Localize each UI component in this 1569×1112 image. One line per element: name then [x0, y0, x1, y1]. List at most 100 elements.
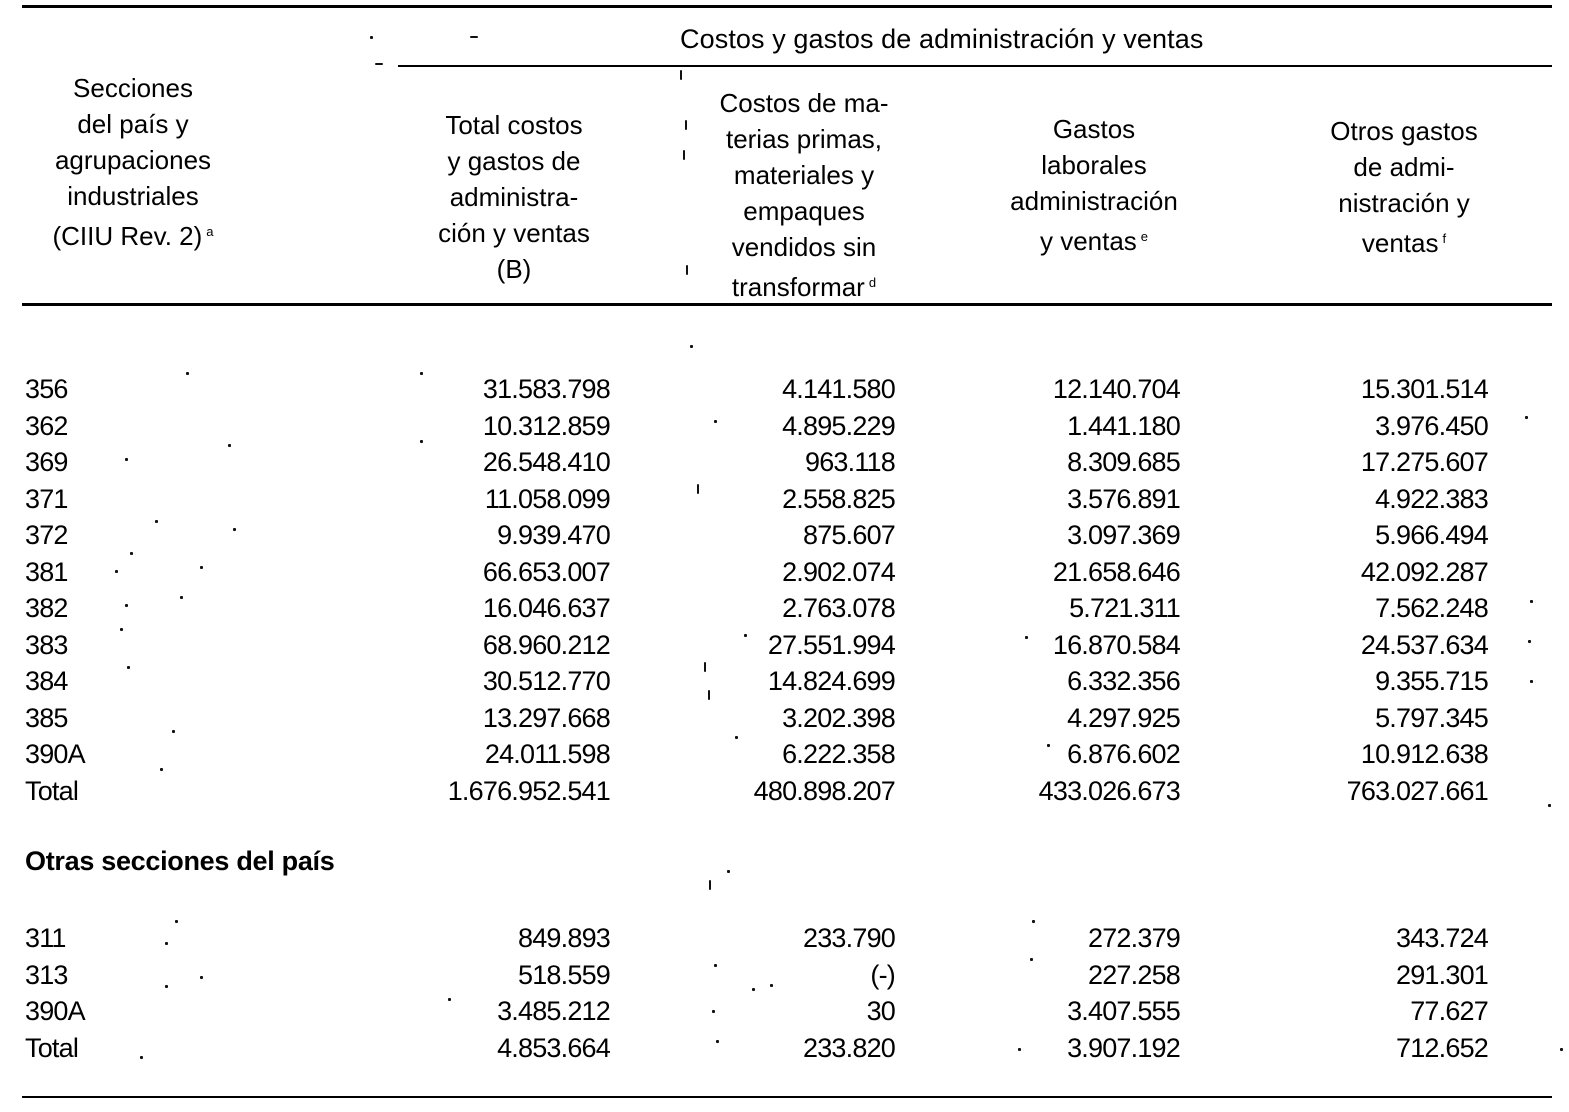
scan-speck [420, 372, 423, 375]
cell-total: 66.653.007 [482, 556, 611, 587]
cell-otros: 343.724 [1396, 923, 1489, 953]
table-row: 362 10.312.859 4.895.229 1.441.180 3.976.450 [0, 408, 1569, 444]
cell-total: 13.297.668 [482, 702, 611, 733]
cell-laborales: 3.407.555 [1067, 996, 1181, 1026]
header-line-text: Secciones [73, 73, 193, 103]
header-line: del país y [20, 106, 246, 142]
header-line: y gastos de [400, 143, 628, 179]
cell-laborales: 433.026.673 [1038, 775, 1181, 806]
table-total-row: Total 4.853.664 233.820 3.907.192 712.652 [0, 1030, 1569, 1066]
header-line: y ventas e [980, 219, 1208, 259]
column-group-title: Costos y gastos de administración y vent… [680, 24, 1204, 54]
row-code: 372 [25, 520, 68, 550]
table-row: 384 30.512.770 14.824.699 6.332.356 9.355.71… [0, 663, 1569, 699]
header-line-text: administra- [449, 182, 579, 212]
header-line-text: ción y ventas [438, 218, 590, 248]
header-line-text: y ventas [1039, 226, 1137, 256]
scan-speck [370, 36, 373, 39]
scan-speck [200, 976, 203, 979]
table-bottom-rule [22, 1096, 1552, 1098]
cell-materias: 963.118 [805, 447, 896, 477]
section-title-otras: Otras secciones del país [25, 846, 335, 876]
header-line-text: administración [1010, 186, 1178, 216]
table-row: 382 16.046.637 2.763.078 5.721.311 7.562.248 [0, 590, 1569, 626]
row-code: 356 [25, 374, 68, 404]
scan-speck [708, 690, 710, 700]
cell-laborales: 3.097.369 [1067, 520, 1181, 550]
scan-speck [680, 70, 682, 80]
cell-laborales: 8.309.685 [1067, 447, 1181, 477]
scan-speck [683, 150, 685, 160]
header-line-text: transformar [731, 272, 865, 302]
scan-speck [716, 1040, 719, 1043]
scan-speck [1548, 804, 1551, 807]
cell-total: 4.853.664 [497, 1032, 611, 1063]
scan-speck [685, 120, 687, 130]
cell-materias: (-) [870, 959, 895, 990]
scan-speck [420, 440, 423, 443]
row-code: 385 [25, 702, 68, 733]
header-line: agrupaciones [20, 142, 246, 178]
scan-speck [127, 666, 130, 669]
header-line-text: Gastos [1052, 114, 1136, 144]
cell-total: 26.548.410 [482, 447, 611, 477]
header-line-text: industriales [67, 181, 199, 211]
scan-speck [375, 63, 383, 65]
scan-speck [712, 1010, 715, 1013]
cell-otros: 5.966.494 [1375, 520, 1489, 550]
cell-laborales: 272.379 [1088, 923, 1181, 953]
header-line: Total costos [400, 107, 628, 143]
scan-speck [130, 552, 133, 555]
cell-laborales: 16.870.584 [1052, 629, 1181, 660]
header-col-total: Total costos y gastos de administra-ción y… [400, 107, 628, 287]
header-line: de admi- [1290, 149, 1518, 185]
scan-speck [1525, 416, 1528, 419]
scan-speck [1560, 1048, 1563, 1051]
scan-speck [125, 458, 128, 461]
cell-laborales: 5.721.311 [1069, 593, 1181, 623]
scan-speck [1047, 744, 1050, 747]
table-total-row: Total 1.676.952.541 480.898.207 433.026.673… [0, 773, 1569, 809]
scan-speck [115, 570, 118, 573]
scan-speck [727, 870, 730, 873]
header-line-text: vendidos sin [731, 232, 877, 262]
scan-speck [752, 988, 755, 991]
cell-laborales: 227.258 [1088, 959, 1181, 990]
cell-total: 518.559 [518, 959, 611, 990]
header-col-sections: Secciones del país y agrupaciones industria… [20, 70, 246, 254]
table-row: 369 26.548.410 963.118 8.309.685 17.275.607 [0, 444, 1569, 480]
scan-speck [448, 998, 451, 1001]
header-line: nistración y [1290, 185, 1518, 221]
row-code: 382 [25, 593, 68, 623]
scan-speck [770, 984, 773, 987]
cell-materias: 480.898.207 [753, 775, 896, 806]
header-line-text: Otros gastos [1330, 116, 1478, 146]
table-row: 390A 24.011.598 6.222.358 6.876.602 10.912.6… [0, 736, 1569, 772]
scan-speck [228, 444, 231, 447]
cell-otros: 10.912.638 [1360, 739, 1489, 769]
header-line-text: terias primas, [725, 124, 883, 154]
scan-speck [1030, 958, 1033, 961]
header-line: (B) [400, 251, 628, 287]
row-code: 390A [25, 739, 86, 769]
cell-materias: 2.902.074 [782, 556, 896, 587]
cell-materias: 27.551.994 [767, 629, 896, 660]
cell-materias: 14.824.699 [767, 666, 896, 696]
table-row: 383 68.960.212 27.551.994 16.870.584 24.537.… [0, 627, 1569, 663]
header-line-text: ventas [1361, 228, 1439, 258]
cell-otros: 7.562.248 [1375, 593, 1489, 623]
header-line: Secciones [20, 70, 246, 106]
scan-speck [714, 964, 717, 967]
scan-speck [704, 662, 706, 672]
footnote-marker: a [206, 224, 214, 239]
header-line-text: (B) [496, 254, 532, 284]
cell-otros: 712.652 [1396, 1032, 1489, 1063]
row-code: 371 [25, 483, 68, 514]
header-line-text: materiales y [733, 160, 875, 190]
cell-otros: 24.537.634 [1360, 629, 1489, 660]
cell-laborales: 4.297.925 [1067, 702, 1181, 733]
header-line-text: nistración y [1338, 188, 1470, 218]
scan-speck [735, 736, 738, 739]
cell-laborales: 21.658.646 [1052, 556, 1181, 587]
header-line-text: Total costos [445, 110, 583, 140]
